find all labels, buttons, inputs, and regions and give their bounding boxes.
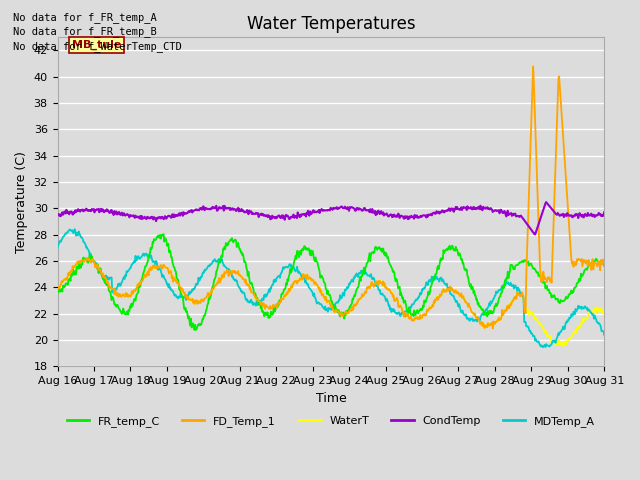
Text: No data for f_FR_temp_A: No data for f_FR_temp_A <box>13 12 157 23</box>
Text: No data for f_FR_temp_B: No data for f_FR_temp_B <box>13 26 157 37</box>
X-axis label: Time: Time <box>316 392 346 405</box>
Text: MB_tule: MB_tule <box>72 40 122 50</box>
Legend: FR_temp_C, FD_Temp_1, WaterT, CondTemp, MDTemp_A: FR_temp_C, FD_Temp_1, WaterT, CondTemp, … <box>62 411 600 432</box>
Y-axis label: Temperature (C): Temperature (C) <box>15 151 28 253</box>
Text: No data for f_WaterTemp_CTD: No data for f_WaterTemp_CTD <box>13 41 182 52</box>
Title: Water Temperatures: Water Temperatures <box>246 15 415 33</box>
